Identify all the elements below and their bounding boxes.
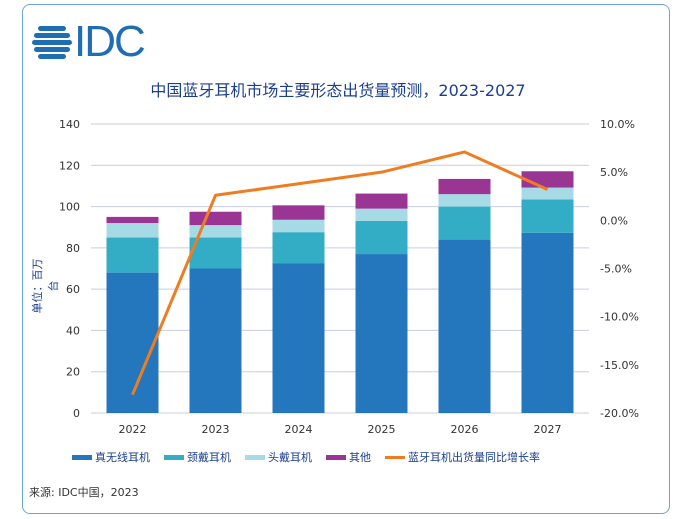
source-note: 来源: IDC中国，2023 bbox=[29, 486, 139, 499]
legend-swatch bbox=[326, 454, 346, 460]
bar-segment bbox=[106, 223, 159, 238]
bar-segment bbox=[355, 254, 408, 413]
y-tick-label: 80 bbox=[66, 242, 80, 255]
chart-title: 中国蓝牙耳机市场主要形态出货量预测，2023-2027 bbox=[150, 81, 526, 100]
legend: 真无线耳机 颈戴耳机 头戴耳机 其他 蓝牙耳机出货量同比增长率 bbox=[72, 449, 540, 465]
x-tick-label: 2026 bbox=[451, 423, 479, 436]
legend-label: 真无线耳机 bbox=[95, 451, 150, 464]
legend-item: 头戴耳机 bbox=[245, 449, 312, 465]
y2-tick-label: -20.0% bbox=[600, 407, 639, 420]
x-tick-label: 2022 bbox=[119, 423, 147, 436]
y-tick-label: 0 bbox=[73, 407, 80, 420]
bar-segment bbox=[189, 211, 242, 226]
bar-segment bbox=[272, 219, 325, 233]
y-tick-label: 60 bbox=[66, 283, 80, 296]
legend-swatch bbox=[245, 454, 265, 460]
bar-segment bbox=[272, 205, 325, 220]
legend-swatch bbox=[385, 455, 405, 459]
legend-item: 颈戴耳机 bbox=[164, 449, 231, 465]
bar-segment bbox=[355, 221, 408, 255]
bar-segment bbox=[106, 272, 159, 413]
y2-tick-label: -10.0% bbox=[600, 311, 639, 324]
x-tick-label: 2023 bbox=[202, 423, 230, 436]
y2-tick-label: 5.0% bbox=[600, 166, 628, 179]
legend-item: 其他 bbox=[326, 449, 371, 465]
y2-tick-label: 10.0% bbox=[600, 118, 635, 131]
idc-logo: IDC bbox=[32, 17, 146, 66]
y-tick-label: 140 bbox=[59, 118, 80, 131]
bar-segment bbox=[438, 178, 491, 195]
x-tick-label: 2027 bbox=[534, 423, 562, 436]
bar-segment bbox=[521, 171, 574, 188]
y-tick-label: 120 bbox=[59, 159, 80, 172]
y2-tick-label: -5.0% bbox=[600, 263, 632, 276]
chart-card bbox=[22, 4, 670, 514]
legend-item: 真无线耳机 bbox=[72, 449, 150, 465]
logo-text: IDC bbox=[74, 17, 146, 66]
bar-segment bbox=[272, 232, 325, 264]
bar-segment bbox=[106, 216, 159, 224]
y-tick-label: 100 bbox=[59, 201, 80, 214]
y2-tick-label: 0.0% bbox=[600, 214, 628, 227]
bar-segment bbox=[355, 208, 408, 222]
legend-label: 颈戴耳机 bbox=[187, 451, 231, 464]
globe-icon bbox=[32, 26, 72, 59]
bar-segment bbox=[106, 237, 159, 273]
bar-segment bbox=[189, 237, 242, 269]
legend-item: 蓝牙耳机出货量同比增长率 bbox=[385, 449, 540, 465]
legend-label: 蓝牙耳机出货量同比增长率 bbox=[408, 451, 540, 464]
legend-swatch bbox=[164, 454, 184, 460]
bar-segment bbox=[438, 239, 491, 413]
bar-segment bbox=[521, 232, 574, 413]
y-tick-label: 40 bbox=[66, 324, 80, 337]
bar-segment bbox=[438, 206, 491, 240]
x-tick-label: 2024 bbox=[285, 423, 313, 436]
bar-segment bbox=[355, 193, 408, 209]
x-tick-label: 2025 bbox=[368, 423, 396, 436]
legend-label: 头戴耳机 bbox=[268, 451, 312, 464]
bar-segment bbox=[521, 199, 574, 233]
y2-tick-label: -15.0% bbox=[600, 359, 639, 372]
bar-segment bbox=[521, 187, 574, 200]
legend-swatch bbox=[72, 454, 92, 460]
bar-segment bbox=[272, 263, 325, 413]
legend-label: 其他 bbox=[349, 451, 371, 464]
bar-segment bbox=[189, 268, 242, 413]
bar-segment bbox=[438, 194, 491, 207]
growth-rate-line bbox=[131, 150, 549, 396]
y-tick-label: 20 bbox=[66, 366, 80, 379]
